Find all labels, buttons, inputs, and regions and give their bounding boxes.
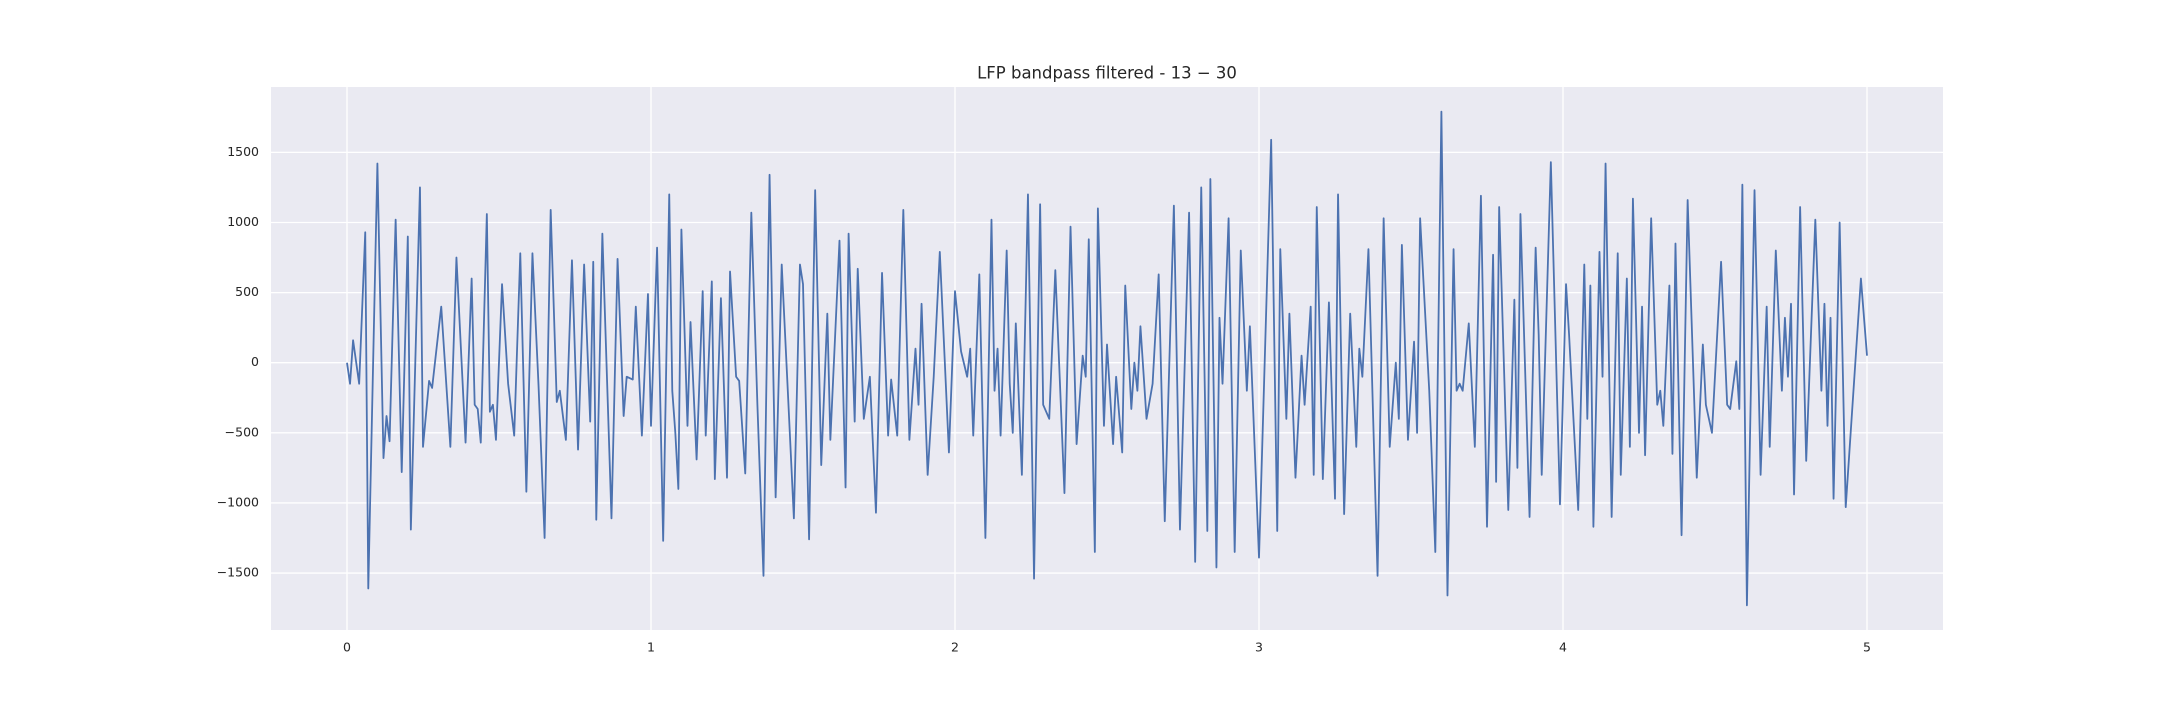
y-tick-label: 500	[235, 284, 259, 299]
x-tick-label: 0	[343, 640, 351, 655]
x-tick-label: 4	[1559, 640, 1567, 655]
y-tick-label: −1000	[217, 494, 259, 509]
y-tick-label: −500	[225, 424, 259, 439]
x-tick-label: 1	[647, 640, 655, 655]
chart-title: LFP bandpass filtered - 13 − 30	[977, 64, 1237, 83]
y-tick-label: −1500	[217, 565, 259, 580]
x-tick-label: 5	[1863, 640, 1871, 655]
signal-line	[346, 110, 1868, 607]
y-tick-label: 1500	[227, 144, 259, 159]
x-tick-label: 2	[951, 640, 959, 655]
y-tick-label: 1000	[227, 214, 259, 229]
x-tick-label: 3	[1255, 640, 1263, 655]
y-tick-label: 0	[251, 354, 259, 369]
